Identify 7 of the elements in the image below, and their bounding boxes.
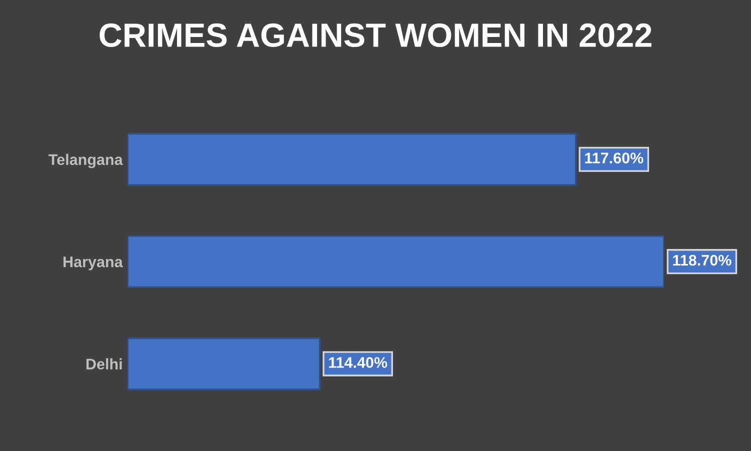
y-tick-label: Haryana (64, 256, 123, 270)
data-label: 114.40% (329, 357, 388, 368)
y-tick-label: Telangana (48, 154, 123, 168)
data-label: 118.70% (673, 254, 732, 266)
data-label: 117.60% (585, 152, 644, 164)
y-tick-label: Delhi (86, 358, 122, 370)
chart-title: CRIMES AGAINST WOMEN IN 2022 (100, 23, 652, 48)
